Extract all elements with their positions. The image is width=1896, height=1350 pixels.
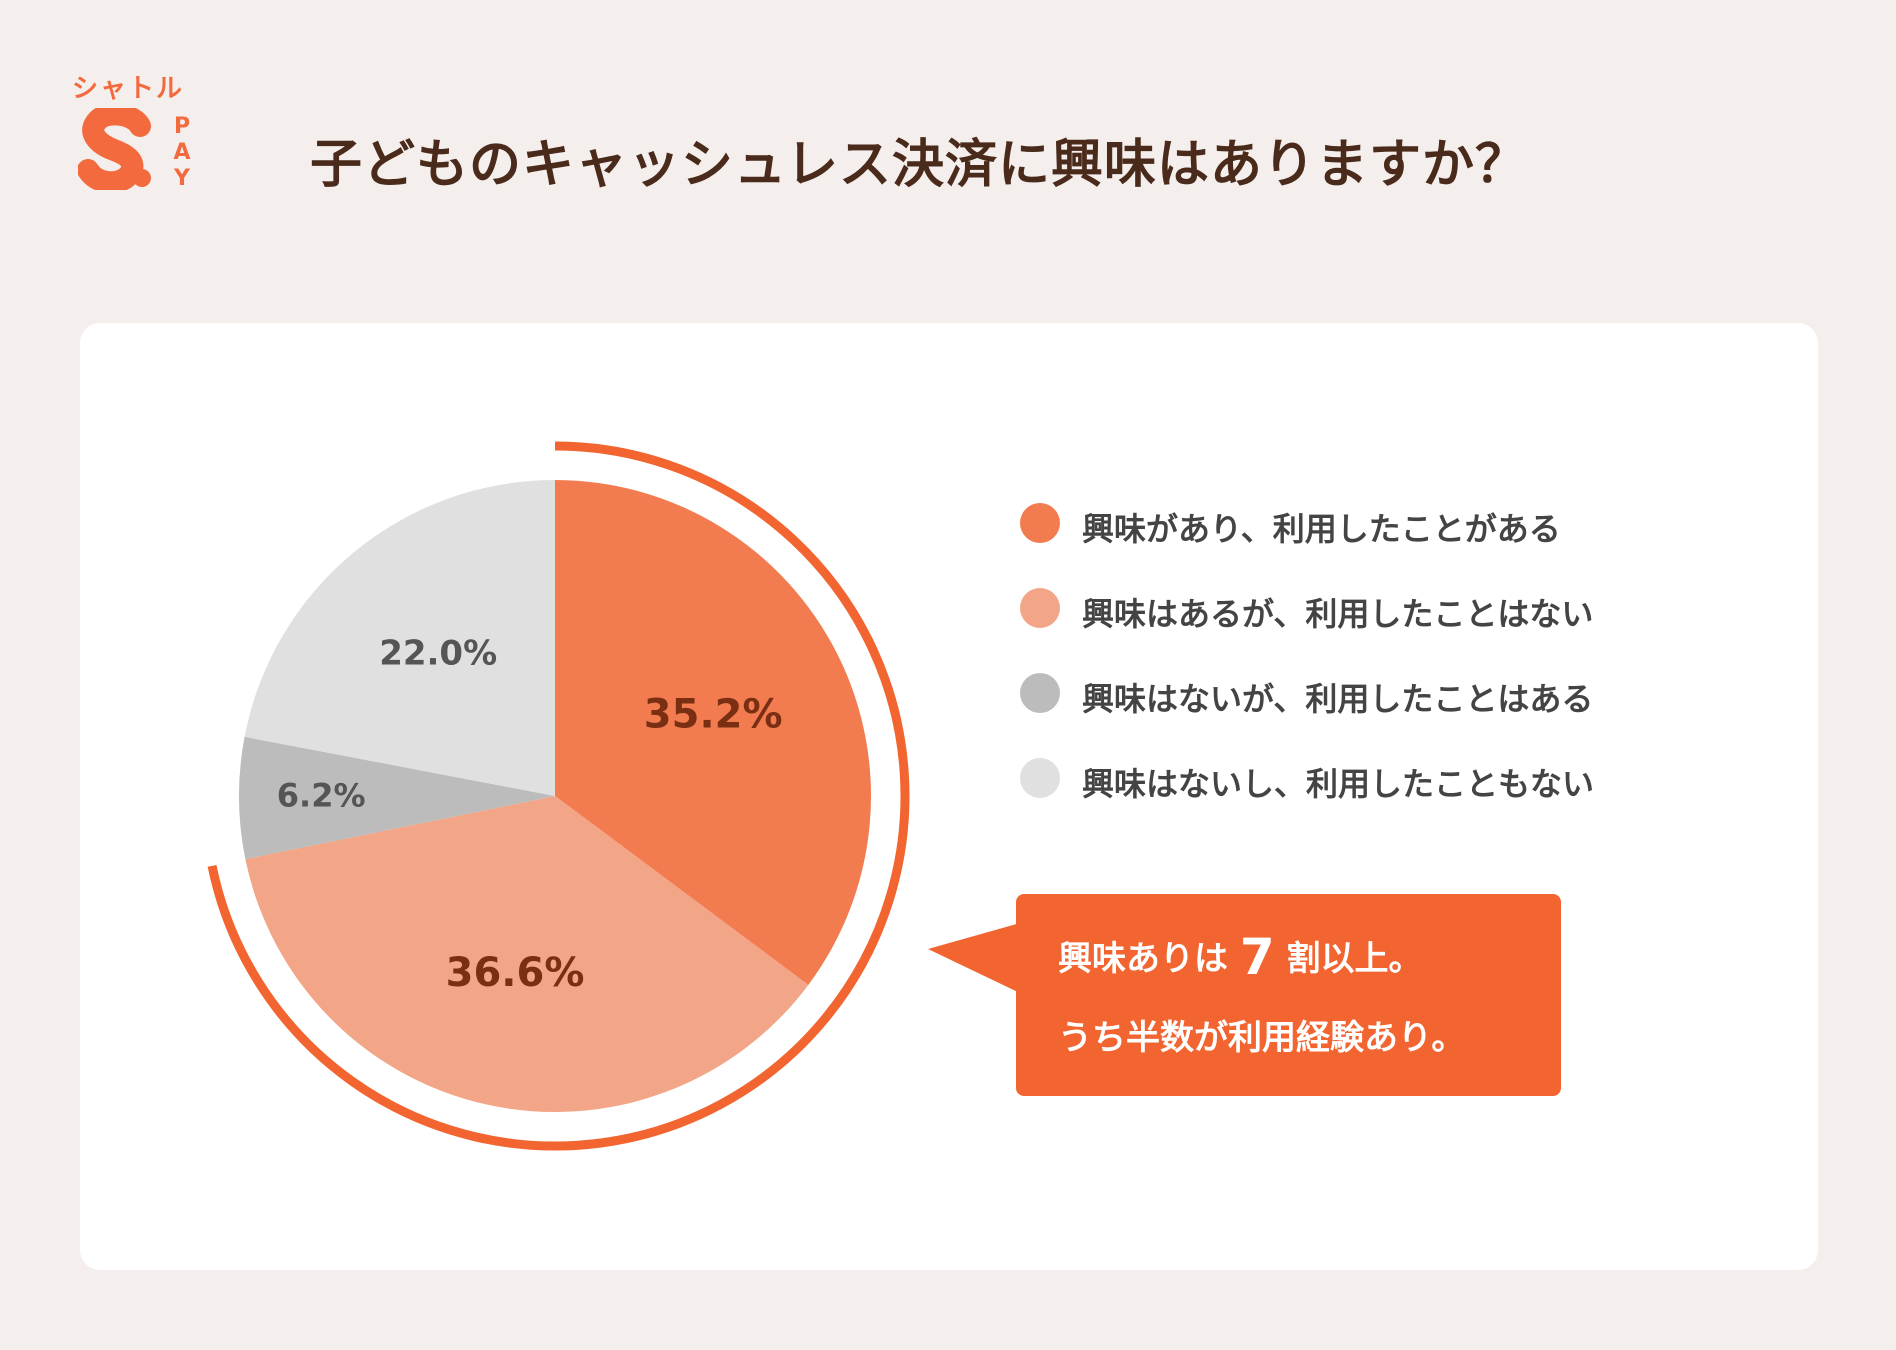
pie-slice	[245, 796, 809, 1113]
pie-slice	[244, 480, 555, 796]
slice-value-label: 35.2%	[644, 692, 783, 738]
pie-chart: 35.2% 36.6% 6.2% 22.0%	[207, 441, 910, 1151]
callout-suffix: 割以上。	[1286, 939, 1423, 979]
pie-slice	[239, 736, 555, 860]
page-title: 子どものキャッシュレス決済に興味はありますか？	[310, 135, 1528, 195]
callout-line-2: うち半数が利用経験あり。	[1058, 1018, 1466, 1058]
callout-box: 興味ありは 7 割以上。 うち半数が利用経験あり。	[1016, 894, 1561, 1096]
legend-label: 興味はあるが、利用したことはない	[1082, 595, 1594, 633]
brand-pay-letter: Y	[174, 166, 190, 191]
legend-swatch	[1020, 758, 1060, 798]
legend-label: 興味はないし、利用したこともない	[1082, 765, 1595, 803]
slice-value-label: 36.6%	[446, 950, 585, 996]
brand-pay: P A Y	[170, 114, 194, 192]
callout-prefix: 興味ありは	[1058, 939, 1228, 979]
brand-name: シャトル	[72, 74, 185, 104]
callout-tail	[928, 923, 1020, 993]
callout-line-1: 興味ありは 7 割以上。	[1058, 928, 1422, 986]
callout-number: 7	[1239, 928, 1275, 986]
brand-logo: シャトル P A Y	[72, 68, 202, 198]
brand-pay-letter: P	[173, 114, 191, 139]
legend-label: 興味はないが、利用したことはある	[1082, 680, 1594, 718]
slice-value-label: 22.0%	[379, 633, 497, 673]
legend-swatch	[1020, 503, 1060, 543]
brand-pay-letter: A	[173, 140, 191, 165]
legend-label: 興味があり、利用したことがある	[1082, 510, 1561, 548]
chart-card: 35.2% 36.6% 6.2% 22.0% 興味があり、利用したことがある 興味はあ…	[80, 323, 1818, 1270]
legend-swatch	[1020, 588, 1060, 628]
legend-swatch	[1020, 673, 1060, 713]
brand-s-mark-icon	[78, 108, 151, 190]
slice-value-label: 6.2%	[277, 776, 366, 814]
pie-slice	[555, 480, 872, 985]
highlight-arc	[207, 441, 910, 1151]
